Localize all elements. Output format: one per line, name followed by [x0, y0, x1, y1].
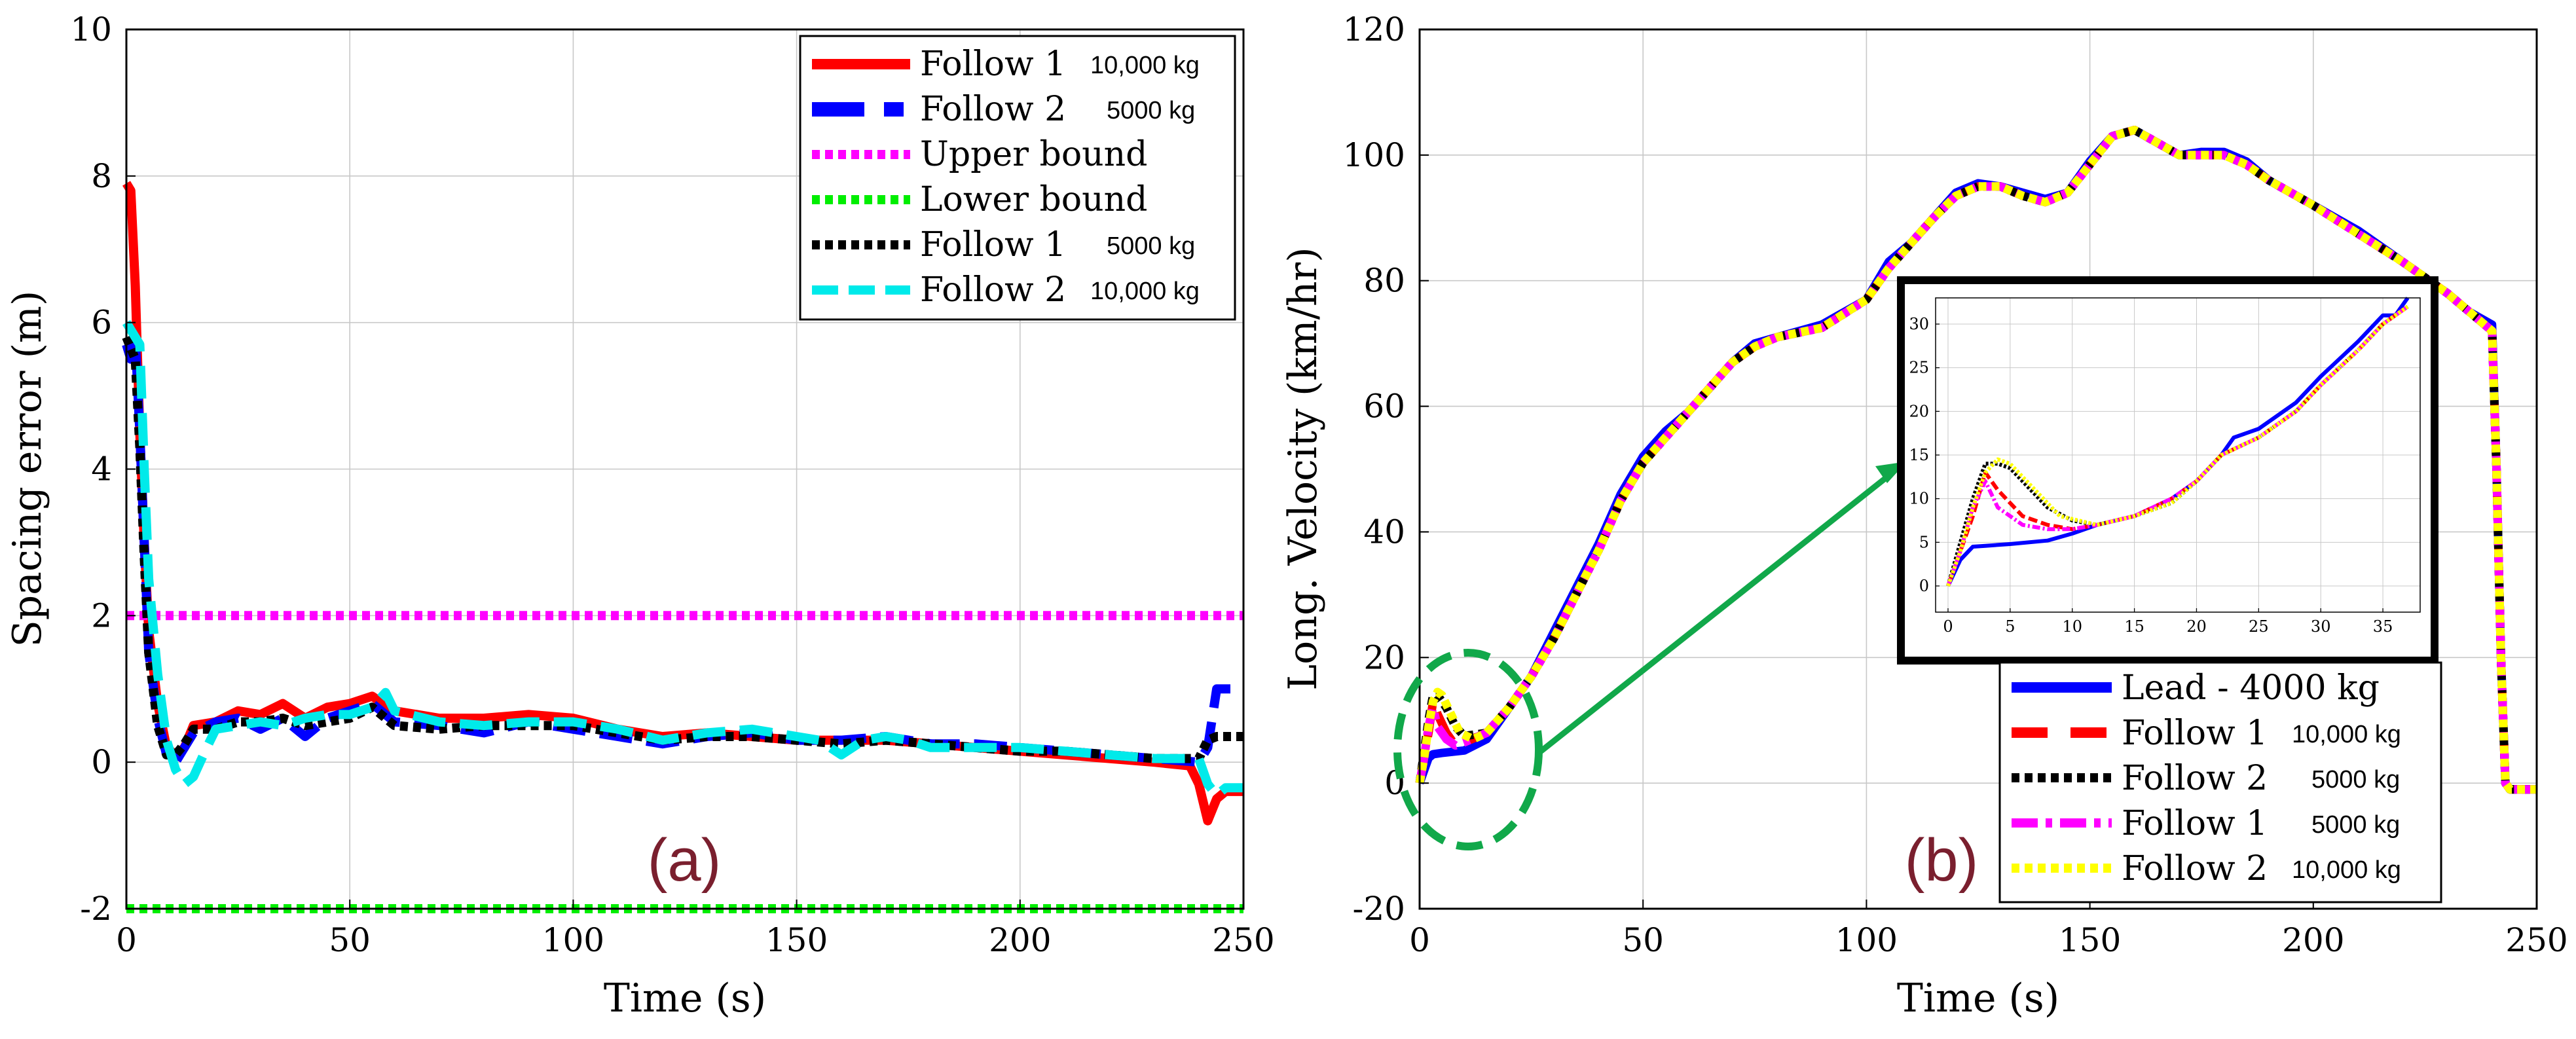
- chart-b-ytick-label-6: 100: [1343, 136, 1405, 174]
- legend-a-label-5: Follow 1: [920, 225, 1066, 264]
- legend-b-label-2: Follow 1: [2122, 714, 2268, 753]
- inset-ytick-label-5: 25: [1909, 359, 1929, 377]
- chart-b-ytick-label-0: -20: [1352, 890, 1405, 928]
- chart-b-ytick-label-4: 60: [1363, 388, 1405, 426]
- chart-a-xtick-label-3: 150: [765, 921, 828, 959]
- legend-a-label-6: Follow 2: [920, 270, 1066, 310]
- inset-series-line-5: [1946, 304, 2409, 587]
- chart-b-series-line-5: [1415, 126, 2537, 794]
- legend-a-entry-1: Follow 1 10,000 kg: [812, 45, 1200, 84]
- inset-ytick-label-2: 10: [1909, 490, 1929, 508]
- inset-series: [1946, 297, 2410, 587]
- chart-a-xtick-label-0: 0: [116, 921, 137, 959]
- legend-b-entry-2: Follow 1 10,000 kg: [2012, 714, 2401, 753]
- zoom-arrow-line: [1537, 475, 1888, 756]
- inset-ticks: 0 5 10 15 20 25 30 35 0 5 10 15 20 25 30: [1909, 315, 2393, 636]
- chart-b-ytick-label-5: 80: [1363, 262, 1405, 300]
- legend-b-entry-5: Follow 2 10,000 kg: [2012, 849, 2401, 888]
- legend-a-label-4: Lower bound: [920, 180, 1147, 219]
- legend-a-entry-3: Upper bound: [812, 135, 1147, 174]
- chart-b-frame: [1418, 28, 2538, 910]
- chart-a-ytick-label-0: -2: [80, 890, 112, 928]
- chart-a-xtick-label-1: 50: [329, 921, 371, 959]
- chart-a-series-line-6: [122, 320, 1243, 800]
- chart-a-ytick-label-6: 10: [70, 10, 112, 48]
- legend-a-label-3: Upper bound: [920, 135, 1147, 174]
- legend-b-mass-5: 10,000 kg: [2292, 856, 2401, 884]
- legend-a-mass-2: 5000 kg: [1107, 97, 1195, 124]
- inset-xtick-label-4: 20: [2186, 617, 2207, 636]
- chart-b-legend: Lead - 4000 kg Follow 1 10,000 kg Follow…: [1998, 661, 2442, 903]
- inset-xtick-label-2: 10: [2062, 617, 2082, 636]
- chart-a-ytick-label-5: 8: [91, 157, 112, 195]
- legend-a-entry-6: Follow 2 10,000 kg: [812, 270, 1200, 310]
- chart-b-ytick-label-3: 40: [1363, 513, 1405, 551]
- chart-b-ytick-label-7: 120: [1343, 10, 1405, 48]
- legend-b-entry-3: Follow 2 5000 kg: [2012, 759, 2400, 798]
- inset-ytick-label-0: 0: [1919, 577, 1929, 595]
- chart-b-xtick-label-2: 100: [1835, 921, 1898, 959]
- legend-a-entry-5: Follow 1 5000 kg: [812, 225, 1195, 264]
- chart-b-xlabel: Time (s): [1897, 975, 2059, 1021]
- inset-xtick-label-6: 30: [2311, 617, 2331, 636]
- inset-xtick-label-1: 5: [2005, 617, 2015, 636]
- chart-a-panel-label: (a): [648, 827, 721, 894]
- chart-a-ytick-label-3: 4: [91, 450, 112, 488]
- legend-b-label-3: Follow 2: [2122, 759, 2268, 798]
- legend-b-entry-4: Follow 1 5000 kg: [2012, 804, 2400, 843]
- chart-a-legend: Follow 1 10,000 kg Follow 2 5000 kg Uppe…: [799, 35, 1236, 321]
- chart-b-series: [1415, 126, 2537, 794]
- legend-b-mass-2: 10,000 kg: [2292, 721, 2401, 748]
- chart-b-ytick-label-2: 20: [1363, 638, 1405, 676]
- legend-b-label-5: Follow 2: [2122, 849, 2268, 888]
- chart-a-ytick-label-1: 0: [91, 743, 112, 781]
- chart-a-xlabel: Time (s): [604, 975, 766, 1021]
- chart-a-ylabel: Spacing error (m): [5, 291, 50, 647]
- legend-b-mass-4: 5000 kg: [2311, 811, 2400, 839]
- legend-a-entry-2: Follow 2 5000 kg: [812, 90, 1195, 129]
- inset-ytick-label-1: 5: [1919, 533, 1929, 551]
- legend-a-mass-5: 5000 kg: [1107, 232, 1195, 260]
- legend-b-entry-1: Lead - 4000 kg: [2012, 668, 2380, 708]
- zoom-inset: 0 5 10 15 20 25 30 35 0 5 10 15 20 25 30: [1897, 276, 2438, 665]
- legend-b-mass-3: 5000 kg: [2311, 766, 2400, 793]
- legend-a-mass-1: 10,000 kg: [1090, 52, 1200, 79]
- chart-a-xtick-label-2: 100: [542, 921, 604, 959]
- chart-a-xtick-label-4: 200: [989, 921, 1051, 959]
- legend-b-label-4: Follow 1: [2122, 804, 2268, 843]
- chart-b-legend-box: [1998, 661, 2442, 903]
- legend-a-mass-6: 10,000 kg: [1090, 278, 1200, 305]
- chart-a-legend-box: [799, 35, 1236, 321]
- inset-xtick-label-5: 25: [2249, 617, 2269, 636]
- chart-b-xtick-label-5: 250: [2505, 921, 2567, 959]
- legend-a-label-2: Follow 2: [920, 90, 1066, 129]
- inset-xtick-label-0: 0: [1943, 617, 1953, 636]
- chart-b-ylabel: Long. Velocity (km/hr): [1280, 247, 1326, 690]
- chart-b-xtick-label-3: 150: [2059, 921, 2121, 959]
- inset-border: [1897, 276, 2438, 665]
- legend-a-entry-4: Lower bound: [812, 180, 1147, 219]
- legend-b-label-1: Lead - 4000 kg: [2122, 668, 2380, 708]
- chart-a-ytick-label-2: 2: [91, 596, 112, 634]
- legend-a-label-1: Follow 1: [920, 45, 1066, 84]
- inset-xtick-label-3: 15: [2124, 617, 2144, 636]
- chart-a-ytick-label-4: 6: [91, 304, 112, 342]
- chart-b-series-line-4: [1415, 126, 2537, 794]
- inset-ytick-label-4: 20: [1909, 402, 1929, 420]
- chart-b-xtick-label-0: 0: [1409, 921, 1430, 959]
- inset-xtick-label-7: 35: [2373, 617, 2393, 636]
- chart-a-xtick-label-5: 250: [1212, 921, 1274, 959]
- chart-b-xtick-label-4: 200: [2282, 921, 2344, 959]
- inset-ytick-label-6: 30: [1909, 315, 1929, 333]
- inset-ytick-label-3: 15: [1909, 446, 1929, 464]
- chart-b-xtick-label-1: 50: [1622, 921, 1664, 959]
- chart-b-panel-label: (b): [1905, 827, 1978, 894]
